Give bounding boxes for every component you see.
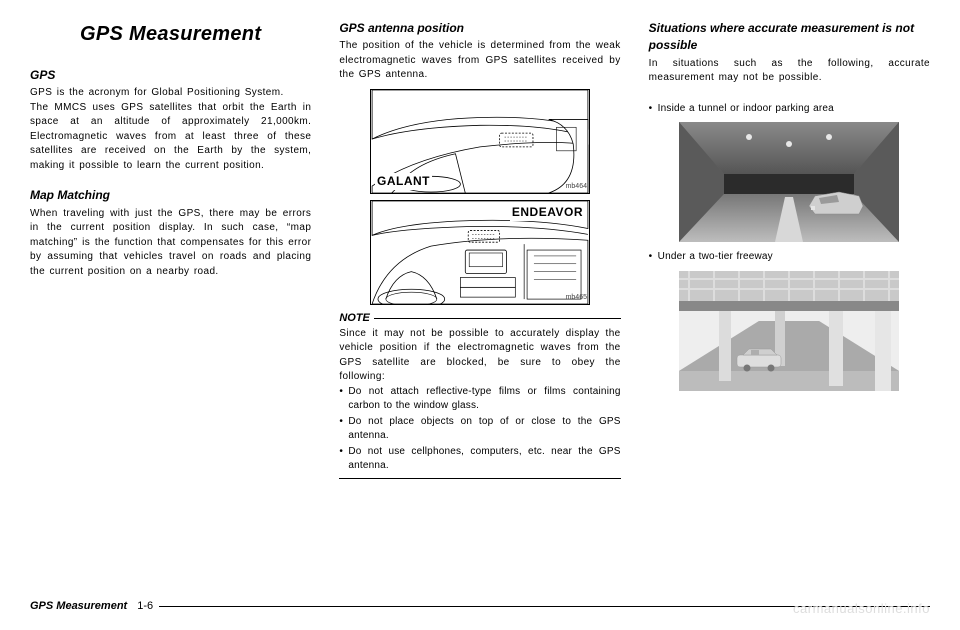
situation-bullet-freeway: Under a two-tier freeway [649, 250, 930, 265]
situation-list-2: Under a two-tier freeway [649, 250, 930, 265]
heading-antenna: GPS antenna position [339, 20, 620, 37]
figure-code-2: mb465 [566, 293, 587, 303]
figure-endeavor: ENDEAVOR mb465 [370, 200, 590, 305]
freeway-icon [679, 271, 899, 391]
watermark: carmanualsonline.info [793, 601, 930, 616]
illustration-freeway [679, 271, 899, 391]
note-heading: NOTE [339, 311, 620, 327]
note-bullet-2: Do not place objects on top of or close … [339, 415, 620, 444]
column-2: GPS antenna position The position of the… [339, 20, 620, 479]
paragraph-map-matching: When traveling with just the GPS, there … [30, 207, 311, 280]
note-bullet-1: Do not attach reflective-type films or f… [339, 385, 620, 414]
footer-page-number: 1-6 [137, 600, 153, 612]
situation-list-1: Inside a tunnel or indoor parking area [649, 102, 930, 117]
paragraph-gps-1: GPS is the acronym for Global Positionin… [30, 86, 311, 101]
heading-gps: GPS [30, 67, 311, 84]
column-1: GPS Measurement GPS GPS is the acronym f… [30, 20, 311, 479]
page-columns: GPS Measurement GPS GPS is the acronym f… [30, 20, 930, 479]
main-title: GPS Measurement [30, 20, 311, 49]
heading-map-matching: Map Matching [30, 187, 311, 204]
note-body: Since it may not be possible to accurate… [339, 327, 620, 385]
note-bullet-list: Do not attach reflective-type films or f… [339, 385, 620, 474]
note-bullet-3: Do not use cellphones, computers, etc. n… [339, 445, 620, 474]
heading-situations: Situations where accurate measurement is… [649, 20, 930, 55]
figure-label-galant: GALANT [375, 173, 432, 190]
footer-title: GPS Measurement [30, 600, 127, 612]
note-footer-rule [339, 478, 620, 479]
situation-bullet-tunnel: Inside a tunnel or indoor parking area [649, 102, 930, 117]
paragraph-gps-2: The MMCS uses GPS satellites that orbit … [30, 101, 311, 174]
paragraph-situations: In situations such as the following, acc… [649, 57, 930, 86]
figure-label-endeavor: ENDEAVOR [510, 204, 585, 221]
paragraph-antenna: The position of the vehicle is determine… [339, 39, 620, 83]
figure-code-1: mb464 [566, 182, 587, 192]
note-heading-text: NOTE [339, 311, 370, 327]
figure-galant: GALANT mb464 [370, 89, 590, 194]
column-3: Situations where accurate measurement is… [649, 20, 930, 479]
illustration-tunnel [679, 122, 899, 242]
tunnel-icon [679, 122, 899, 242]
